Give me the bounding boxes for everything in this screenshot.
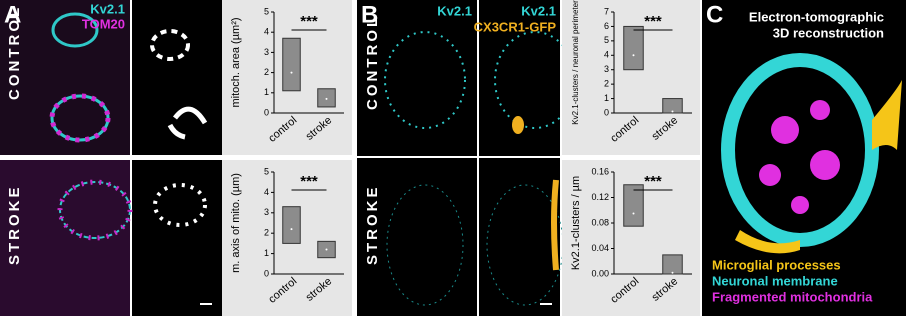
panel-label: A: [4, 1, 21, 28]
box: [662, 254, 683, 275]
median: [632, 212, 635, 215]
box: [282, 37, 301, 92]
significance: ***: [644, 13, 662, 30]
image-binary: [132, 0, 222, 155]
mito: [771, 116, 799, 144]
y-tick-label: 4: [264, 187, 269, 197]
legend-entry: Microglial processes: [712, 257, 841, 272]
microglia: [512, 116, 524, 134]
stain-label: CX3CR1-GFP: [474, 19, 557, 34]
y-tick-label: 3: [264, 47, 269, 57]
y-tick-label: 7: [604, 6, 609, 16]
panel-title: Electron-tomographic: [749, 9, 884, 24]
box: [623, 25, 644, 71]
mito-mask: [167, 106, 208, 140]
stain-label: TOM20: [82, 16, 125, 31]
mito: [57, 179, 133, 241]
y-tick-label: 1: [604, 93, 609, 103]
chart-bg: [562, 0, 700, 155]
y-tick-label: 0: [604, 107, 609, 117]
y-axis-label: Kv2.1-clusters / µm: [570, 176, 582, 270]
stain-label: Kv2.1: [90, 1, 125, 16]
y-tick-label: 0.00: [591, 268, 609, 278]
mito: [759, 164, 781, 186]
significance: ***: [644, 173, 662, 190]
legend-entry: Neuronal membrane: [712, 273, 838, 288]
median: [671, 271, 674, 274]
cell-outline: [51, 12, 99, 48]
box: [317, 88, 336, 108]
y-tick-label: 5: [264, 166, 269, 176]
image-merge: [0, 0, 130, 155]
significance: ***: [300, 173, 318, 190]
stain-label: Kv2.1: [437, 3, 472, 18]
y-tick-label: 3: [264, 207, 269, 217]
median: [325, 97, 328, 100]
box: [662, 98, 683, 114]
median: [325, 248, 328, 251]
box: [623, 184, 644, 227]
median: [671, 110, 674, 113]
mito: [810, 150, 840, 180]
y-tick-label: 2: [264, 67, 269, 77]
y-axis-label: mitoch. area (µm²): [230, 17, 242, 107]
microglia: [735, 230, 800, 254]
row-label: CONTROL: [364, 15, 381, 110]
y-axis-label: m. axis of mito. (µm): [230, 173, 242, 273]
image-binary: [132, 160, 222, 316]
y-tick-label: 5: [604, 35, 609, 45]
panel-label: B: [361, 1, 378, 28]
legend-entry: Fragmented mitochondria: [712, 289, 873, 304]
y-tick-label: 1: [264, 248, 269, 258]
panel-label: C: [706, 1, 723, 28]
y-tick-label: 4: [264, 27, 269, 37]
mito: [791, 196, 809, 214]
box: [282, 206, 301, 244]
y-tick-label: 3: [604, 64, 609, 74]
y-tick-label: 2: [604, 79, 609, 89]
row-label: STROKE: [364, 184, 381, 265]
y-axis-label: Kv2.1-clusters / neuronal perimeter: [571, 0, 580, 125]
y-tick-label: 5: [264, 6, 269, 16]
y-tick-label: 0.08: [591, 217, 609, 227]
y-tick-label: 6: [604, 21, 609, 31]
y-tick-label: 0.04: [591, 243, 609, 253]
median: [632, 54, 635, 57]
kv-clusters: [386, 184, 464, 306]
microglia: [872, 80, 902, 150]
y-tick-label: 0: [264, 268, 269, 278]
y-tick-label: 0.12: [591, 192, 609, 202]
mito: [810, 100, 830, 120]
microglia: [551, 179, 559, 271]
y-tick-label: 1: [264, 87, 269, 97]
row-label: STROKE: [6, 184, 23, 265]
y-tick-label: 2: [264, 228, 269, 238]
panel-title: 3D reconstruction: [773, 25, 884, 40]
y-tick-label: 0: [264, 107, 269, 117]
mito-mask: [153, 183, 207, 227]
mito-mask: [150, 29, 190, 61]
significance: ***: [300, 13, 318, 30]
kv-clusters: [384, 31, 466, 129]
y-tick-label: 4: [604, 50, 609, 60]
mito: [49, 93, 111, 143]
median: [290, 228, 293, 231]
y-tick-label: 0.16: [591, 166, 609, 176]
row-label: CONTROL: [6, 5, 23, 100]
median: [290, 71, 293, 74]
stain-label: Kv2.1: [521, 3, 556, 18]
